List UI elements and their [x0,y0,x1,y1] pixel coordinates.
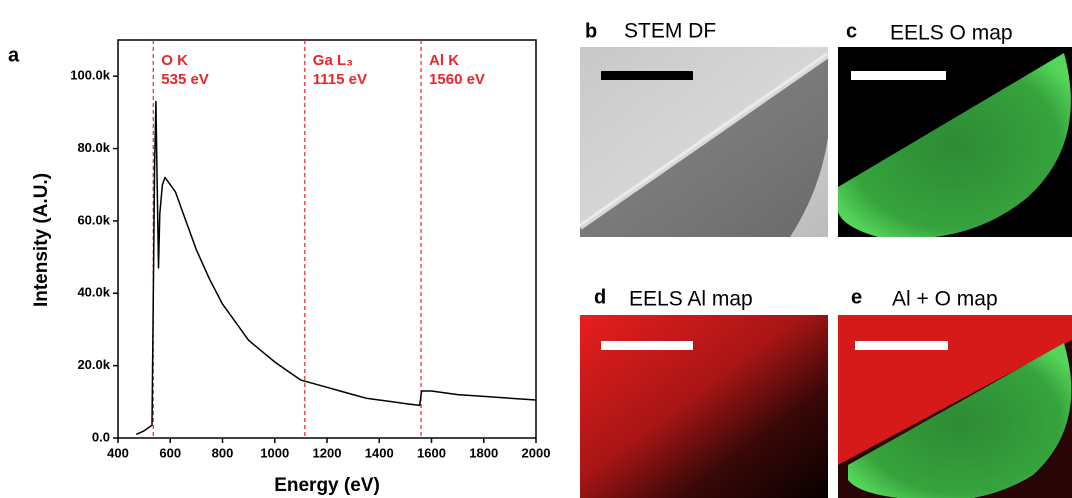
edge-label: O K [161,52,188,69]
edge-energy: 535 eV [161,71,209,88]
x-tick-label: 2000 [522,445,551,460]
edge-energy: 1115 eV [313,71,367,88]
panel-title: Al + O map [892,288,998,311]
y-tick-label: 60.0k [77,212,110,227]
oxygen-map [838,47,1072,237]
y-tick-label: 0.0 [92,429,110,444]
x-tick-label: 1800 [469,445,498,460]
plot-area: 400 600 800 1000 1200 1400 1600 1800 2000 0.0 20.0… [70,39,551,460]
x-axis-label: Energy (eV) [274,475,380,496]
x-tick-label: 1200 [313,445,342,460]
plot-frame [117,39,537,439]
x-tick-label: 800 [212,445,234,460]
y-axis-label: Intensity (A.U.) [31,173,52,307]
x-tick-label: 1000 [260,445,289,460]
y-tick-label: 80.0k [77,140,110,155]
edge-energy: 1560 eV [429,71,485,88]
edge-label: Al K [429,52,459,69]
y-tick-label: 20.0k [77,357,110,372]
spectrum-line [135,100,537,436]
panel-title: EELS Al map [629,288,753,311]
panel-letter: b [585,20,597,42]
y-tick-label: 40.0k [77,285,110,300]
stem-image [580,47,828,237]
x-tick-label: 600 [159,445,181,460]
overlay-map [838,315,1072,498]
panel-letter: a [8,44,20,66]
panel-title: EELS O map [890,22,1013,45]
edge-label: Ga L₃ [313,52,353,69]
x-tick-label: 1400 [365,445,394,460]
panel-letter: d [594,286,606,308]
x-tick-label: 400 [107,445,129,460]
x-tick-label: 1600 [417,445,446,460]
aluminum-map [580,315,828,498]
panel-letter: e [851,286,862,308]
panel-title: STEM DF [624,20,716,43]
panel-letter: c [846,20,857,42]
y-tick-label: 100.0k [70,68,111,83]
